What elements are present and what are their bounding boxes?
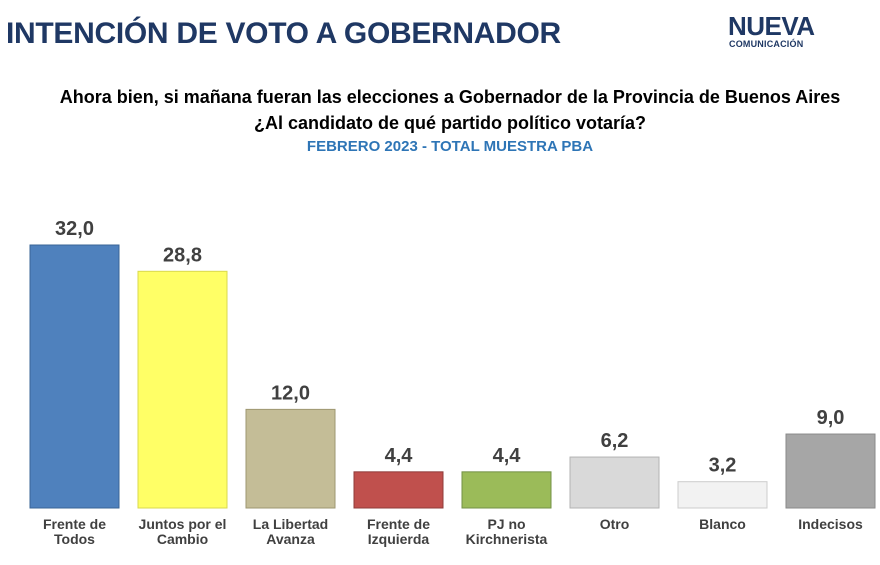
bar-7 (785, 433, 876, 509)
category-label-4: PJ no Kirchnerista (466, 516, 548, 547)
chart-subtitle: FEBRERO 2023 - TOTAL MUESTRA PBA (306, 138, 594, 155)
bar-value-label-7: 9,0 (817, 407, 845, 429)
bar-6 (677, 481, 768, 509)
logo-main-text: NUEVA (728, 11, 815, 41)
bar-value-label-5: 6,2 (601, 430, 629, 452)
bar-value-label-1: 28,8 (163, 244, 202, 266)
category-label-0: Frente de Todos (43, 516, 106, 547)
bar-5 (569, 456, 660, 509)
bar-1 (137, 270, 228, 509)
bar-value-label-4: 4,4 (493, 445, 522, 467)
bar-4 (461, 471, 552, 509)
category-label-2: La Libertad Avanza (253, 516, 328, 547)
brand-logo: NUEVA COMUNICACIÓN (728, 13, 820, 53)
bar-value-label-6: 3,2 (709, 455, 737, 477)
logo-sub-text: COMUNICACIÓN (729, 39, 804, 49)
bar-value-label-0: 32,0 (55, 218, 94, 240)
page-title: INTENCIÓN DE VOTO A GOBERNADOR (6, 17, 561, 50)
bar-value-label-3: 4,4 (385, 445, 414, 467)
question-line-2: ¿Al candidato de qué partido político vo… (253, 113, 647, 133)
category-label-1: Juntos por el Cambio (139, 516, 227, 547)
category-label-3: Frente de Izquierda (367, 516, 430, 547)
bar-2 (245, 408, 336, 509)
category-label-5: Otro (600, 516, 630, 532)
bar-3 (353, 471, 444, 509)
category-label-7: Indecisos (798, 516, 863, 532)
bar-value-label-2: 12,0 (271, 382, 310, 404)
question-line-1: Ahora bien, si mañana fueran las eleccio… (59, 87, 841, 107)
bar-0 (29, 244, 120, 509)
category-label-6: Blanco (699, 516, 746, 532)
